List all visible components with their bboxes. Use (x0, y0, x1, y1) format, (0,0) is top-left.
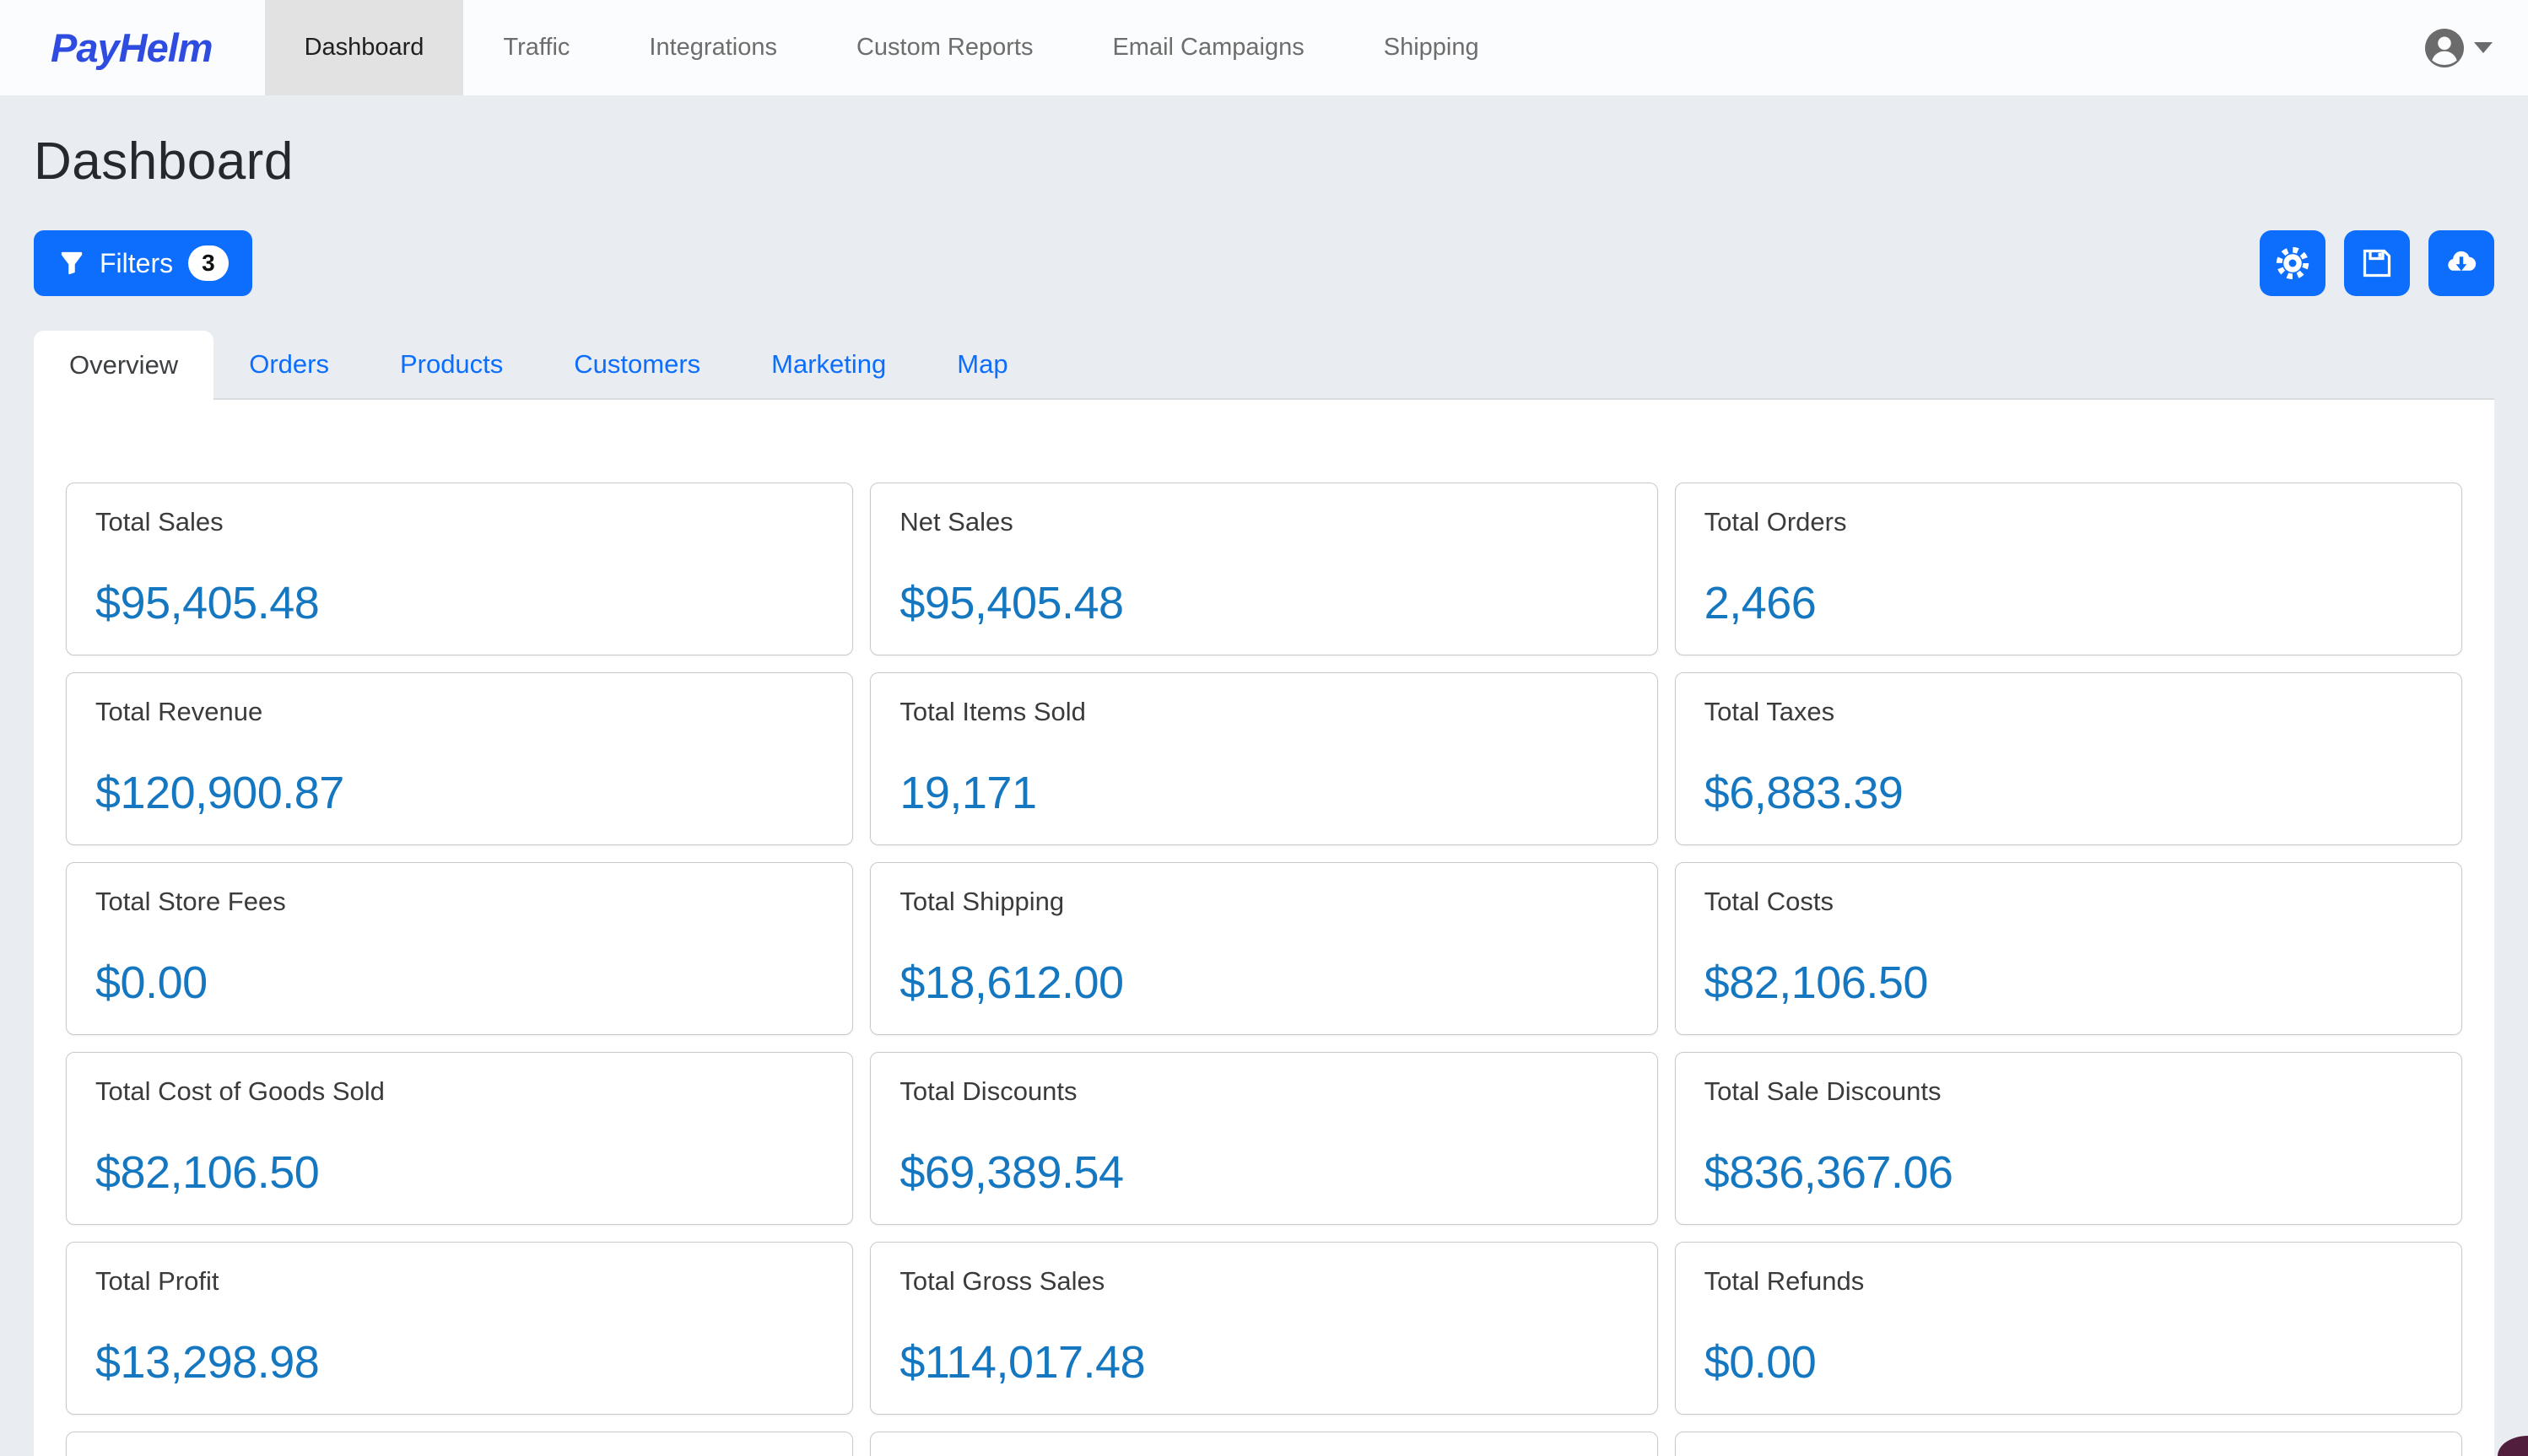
metric-value: $13,298.98 (95, 1337, 320, 1388)
metric-label: Total Store Fees (95, 887, 286, 916)
metric-value: 2,466 (1704, 578, 1817, 628)
filters-count-badge: 3 (188, 245, 229, 282)
metric-card-total-cogs: Total Cost of Goods Sold $82,106.50 (66, 1052, 854, 1225)
tab-orders[interactable]: Orders (249, 349, 329, 379)
cloud-download-icon (2443, 245, 2480, 282)
metric-label: Total Profit (95, 1266, 219, 1296)
user-menu[interactable] (2425, 0, 2528, 95)
toolbar-actions (2260, 230, 2494, 296)
filters-button[interactable]: Filters 3 (34, 230, 252, 296)
metric-card-total-revenue: Total Revenue $120,900.87 (66, 672, 854, 845)
metric-card-net-sales: Net Sales $95,405.48 (870, 483, 1658, 655)
metrics-grid: Total Sales $95,405.48 Net Sales $95,405… (34, 400, 2494, 1456)
metric-label: Total Refunds (1704, 1266, 1865, 1296)
metric-value: $0.00 (95, 957, 208, 1008)
report-tabs: Overview Orders Products Customers Marke… (34, 331, 2494, 400)
tab-map[interactable]: Map (957, 349, 1008, 379)
nav-item-custom-reports[interactable]: Custom Reports (856, 34, 1034, 61)
metric-label: Total Gross Sales (899, 1266, 1105, 1296)
nav-item-integrations[interactable]: Integrations (649, 34, 777, 61)
metric-card-total-profit: Total Profit $13,298.98 (66, 1242, 854, 1415)
metric-card-total-cost-of-refunds: Total Cost of Refunds (870, 1432, 1658, 1456)
metric-value: $836,367.06 (1704, 1147, 1953, 1198)
metric-card-total-orders: Total Orders 2,466 (1674, 483, 2462, 655)
metric-label: Total Taxes (1704, 697, 1835, 726)
metric-card-total-items-sold: Total Items Sold 19,171 (870, 672, 1658, 845)
page-container: Dashboard Filters 3 (0, 95, 2528, 400)
tab-overview[interactable]: Overview (34, 331, 214, 400)
metric-label: Total Revenue (95, 697, 263, 726)
nav-item-dashboard[interactable]: Dashboard (264, 0, 464, 95)
settings-button[interactable] (2260, 230, 2325, 296)
metric-card-total-refunds: Total Refunds $0.00 (1674, 1242, 2462, 1415)
metric-value: $6,883.39 (1704, 768, 1904, 818)
corner-widget-peek (2498, 1436, 2528, 1456)
nav-item-email-campaigns[interactable]: Email Campaigns (1112, 34, 1305, 61)
metric-value: $18,612.00 (899, 957, 1124, 1008)
metric-label: Total Discounts (899, 1076, 1078, 1106)
download-button[interactable] (2428, 230, 2494, 296)
save-icon (2360, 246, 2394, 280)
metric-value: $120,900.87 (95, 768, 344, 818)
metric-value: $114,017.48 (899, 1337, 1146, 1388)
metric-value: $95,405.48 (95, 578, 320, 628)
metric-label: Total Costs (1704, 887, 1834, 916)
page-title: Dashboard (34, 132, 294, 191)
metric-label: Net Sales (899, 507, 1013, 537)
toolbar: Filters 3 (34, 230, 2494, 296)
brand-logo[interactable]: PayHelm (51, 25, 213, 70)
overview-panel: Total Sales $95,405.48 Net Sales $95,405… (34, 400, 2494, 1456)
metric-value: 19,171 (899, 768, 1037, 818)
metric-card-total-taxes: Total Taxes $6,883.39 (1674, 672, 2462, 845)
metric-value: $69,389.54 (899, 1147, 1124, 1198)
caret-down-icon (2474, 42, 2493, 53)
tab-customers[interactable]: Customers (574, 349, 701, 379)
metric-label: Total Cost of Goods Sold (95, 1076, 385, 1106)
metric-value: $0.00 (1704, 1337, 1817, 1388)
metric-value: $82,106.50 (95, 1147, 320, 1198)
tab-marketing[interactable]: Marketing (771, 349, 887, 379)
nav-item-traffic[interactable]: Traffic (503, 34, 570, 61)
metric-card-total-sale-discounts: Total Sale Discounts $836,367.06 (1674, 1052, 2462, 1225)
metric-label: Total Orders (1704, 507, 1847, 537)
nav-item-shipping[interactable]: Shipping (1383, 34, 1479, 61)
top-navbar: PayHelm Dashboard Traffic Integrations C… (0, 0, 2528, 95)
metric-label: Total Sale Discounts (1704, 1076, 1942, 1106)
metric-label: Total Items Sold (899, 697, 1086, 726)
metric-card-total-items-refunded: Total Items Refunded (66, 1432, 854, 1456)
metric-card-total-sales: Total Sales $95,405.48 (66, 483, 854, 655)
save-button[interactable] (2344, 230, 2410, 296)
metric-value: $82,106.50 (1704, 957, 1929, 1008)
metric-label: Total Sales (95, 507, 224, 537)
gear-icon (2275, 245, 2310, 281)
filters-button-label: Filters (100, 247, 174, 278)
metric-card-total-discounts: Total Discounts $69,389.54 (870, 1052, 1658, 1225)
metric-card-total-store-fees: Total Store Fees $0.00 (66, 862, 854, 1035)
metric-value: $95,405.48 (899, 578, 1124, 628)
metric-card-total-costs: Total Costs $82,106.50 (1674, 862, 2462, 1035)
main-nav: Dashboard Traffic Integrations Custom Re… (264, 0, 1519, 95)
metric-card-total-shipping: Total Shipping $18,612.00 (870, 862, 1658, 1035)
metric-card-total-gross-sales: Total Gross Sales $114,017.48 (870, 1242, 1658, 1415)
metric-card-gross-margin: Gross Margin (1674, 1432, 2462, 1456)
metric-label: Total Shipping (899, 887, 1065, 916)
tab-products[interactable]: Products (399, 349, 504, 379)
funnel-icon (59, 251, 84, 276)
person-circle-icon (2425, 28, 2464, 67)
